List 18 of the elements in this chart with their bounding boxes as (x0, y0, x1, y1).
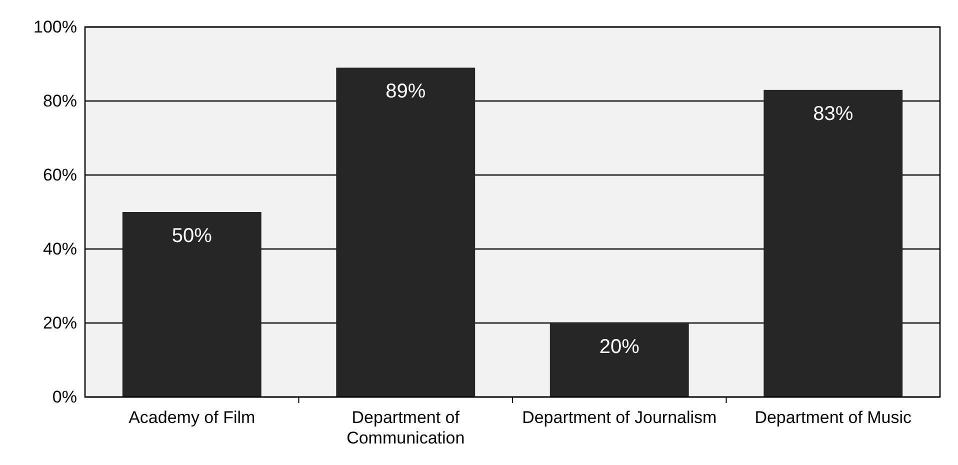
x-tick-label: Department of Music (754, 408, 912, 428)
x-tick-label: Department of Communication (346, 408, 465, 448)
y-tick-label: 40% (42, 239, 77, 258)
data-label: 89% (386, 80, 426, 103)
data-label: 83% (813, 102, 854, 125)
x-tick-label: Academy of Film (128, 408, 256, 428)
y-tick-label: 80% (42, 91, 77, 110)
y-tick-label: 20% (42, 313, 77, 332)
y-tick-label: 60% (42, 165, 77, 184)
y-tick-label: 100% (34, 17, 77, 36)
bar (550, 323, 689, 397)
bar (336, 68, 476, 397)
x-tick-label: Department of Journalism (522, 408, 717, 428)
y-tick-label: 0% (52, 387, 77, 406)
bar (122, 212, 262, 397)
data-label: 50% (172, 225, 212, 247)
data-label: 20% (599, 336, 640, 358)
bar (764, 90, 903, 397)
